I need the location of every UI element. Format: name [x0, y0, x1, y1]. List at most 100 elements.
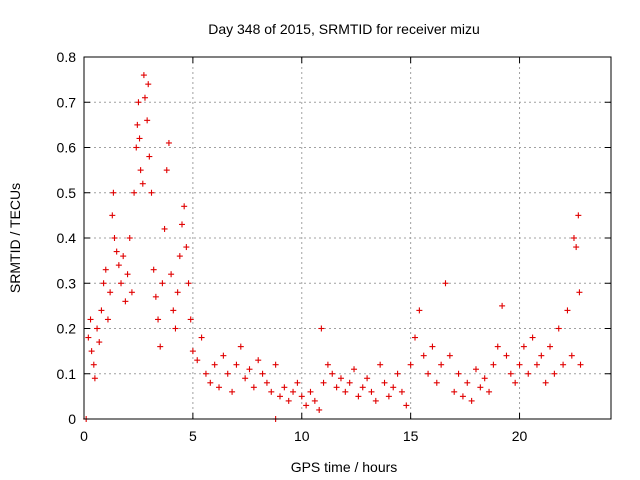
chart-title: Day 348 of 2015, SRMTID for receiver miz… [208, 21, 480, 37]
data-point [377, 361, 384, 368]
data-point [494, 343, 501, 350]
data-point [268, 388, 275, 395]
data-point [90, 361, 97, 368]
data-point [438, 361, 445, 368]
data-point [359, 384, 366, 391]
data-point [398, 388, 405, 395]
data-point [246, 366, 253, 373]
data-point [420, 352, 427, 359]
y-tick-label: 0.6 [57, 140, 77, 156]
data-point [416, 307, 423, 314]
data-point [128, 289, 135, 296]
data-point [102, 266, 109, 273]
data-point [564, 307, 571, 314]
data-point [194, 357, 201, 364]
data-point [429, 343, 436, 350]
data-point [88, 348, 95, 355]
y-axis-label: SRMTID / TECUs [7, 183, 23, 293]
data-point [285, 397, 292, 404]
data-point [385, 393, 392, 400]
data-point [333, 384, 340, 391]
data-point [560, 361, 567, 368]
data-point [137, 167, 144, 174]
data-point [577, 361, 584, 368]
data-point [570, 235, 577, 241]
y-tick-label: 0.5 [57, 185, 77, 201]
data-point [211, 361, 218, 368]
data-point [364, 375, 371, 382]
data-point [329, 370, 336, 377]
data-point [172, 325, 179, 332]
x-tick-label: 20 [512, 428, 528, 444]
data-point [486, 388, 493, 395]
y-tick-label: 0.2 [57, 321, 77, 337]
data-point [276, 393, 283, 400]
data-point [96, 339, 103, 346]
y-tick-label: 0 [68, 411, 76, 427]
data-point [316, 406, 323, 413]
data-point [551, 370, 558, 377]
grid-layer [84, 57, 611, 419]
data-point [207, 379, 214, 386]
data-point [446, 352, 453, 359]
data-point [94, 325, 101, 332]
data-point [98, 307, 105, 314]
data-point [346, 379, 353, 386]
data-point [503, 352, 510, 359]
x-axis-label: GPS time / hours [291, 459, 398, 475]
data-point [85, 334, 92, 341]
data-point [455, 370, 462, 377]
data-point [145, 81, 152, 88]
data-point [131, 189, 138, 196]
data-point [187, 316, 194, 323]
data-point [250, 384, 257, 391]
data-point [104, 316, 111, 323]
data-point [499, 302, 506, 309]
data-point [107, 289, 114, 296]
data-point [198, 334, 205, 341]
data-point [468, 397, 475, 404]
data-point [259, 370, 266, 377]
data-point [555, 325, 562, 332]
x-tick-label: 10 [294, 428, 310, 444]
data-point [381, 379, 388, 386]
data-point [146, 153, 153, 160]
data-point [529, 334, 536, 341]
data-point [390, 384, 397, 391]
data-point [113, 248, 120, 255]
data-point [538, 352, 545, 359]
data-point [442, 280, 449, 287]
data-point [216, 384, 223, 391]
data-point [298, 393, 305, 400]
data-point [318, 325, 325, 332]
data-point [481, 375, 488, 382]
y-tick-label: 0.3 [57, 275, 77, 291]
data-point [124, 271, 131, 278]
data-point [122, 298, 129, 305]
data-point [159, 280, 166, 287]
data-point [118, 280, 125, 287]
y-tick-label: 0.1 [57, 366, 77, 382]
data-point [568, 352, 575, 359]
data-point [351, 366, 358, 373]
data-point [272, 361, 279, 368]
data-point [135, 99, 142, 106]
data-point [148, 189, 155, 196]
data-point [109, 212, 116, 219]
data-point [87, 316, 94, 323]
data-point [170, 307, 177, 314]
data-point [547, 343, 554, 350]
data-point [120, 253, 127, 260]
data-point [185, 280, 192, 287]
data-point [133, 144, 140, 151]
data-point [237, 343, 244, 350]
plot-frame [83, 56, 612, 420]
data-point [403, 402, 410, 409]
data-point [425, 370, 432, 377]
data-point [115, 262, 122, 269]
data-point [152, 293, 159, 300]
data-point [451, 388, 458, 395]
data-point [307, 388, 314, 395]
data-point [433, 379, 440, 386]
